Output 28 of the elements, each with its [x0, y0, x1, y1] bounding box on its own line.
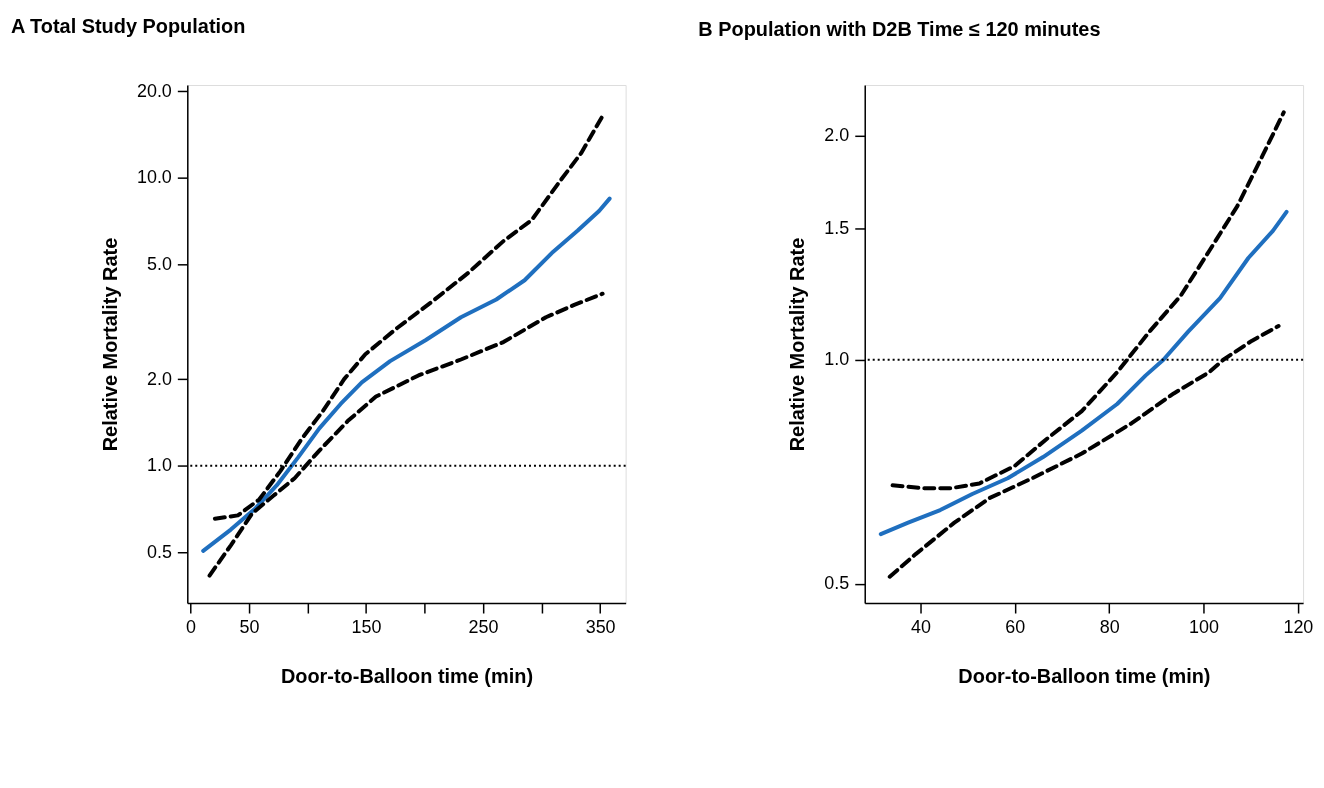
line-series — [878, 209, 1289, 537]
y-tick-label: 1.0 — [824, 349, 850, 370]
x-tick-label: 50 — [239, 617, 260, 638]
y-tick-label: 0.5 — [146, 542, 172, 563]
y-tick-label: 0.5 — [824, 573, 850, 594]
y-axis-title: Relative Mortality Rate — [99, 237, 122, 452]
y-tick-label: 2.0 — [824, 125, 850, 146]
x-tick-label: 80 — [1099, 617, 1120, 638]
x-axis-title: Door-to-Balloon time (min) — [958, 665, 1211, 688]
y-tick-label: 2.0 — [146, 368, 172, 389]
x-tick-label: 150 — [351, 617, 382, 638]
y-axis-title: Relative Mortality Rate — [786, 237, 809, 452]
x-tick-label: 0 — [185, 617, 196, 638]
y-tick-label: 1.0 — [146, 455, 172, 476]
x-tick-label: 40 — [910, 617, 931, 638]
y-tick-label: 1.5 — [824, 218, 850, 239]
chart-title: A Total Study Population — [10, 15, 246, 38]
chart-title: B Population with D2B Time ≤ 120 minutes — [698, 18, 1101, 41]
y-tick-label: 20.0 — [136, 80, 172, 101]
y-tick-label: 5.0 — [146, 254, 172, 274]
x-tick-label: 60 — [1005, 617, 1026, 638]
x-axis-title: Door-to-Balloon time (min) — [280, 665, 534, 688]
line-series — [201, 196, 612, 553]
y-tick-label: 10.0 — [136, 167, 172, 188]
x-tick-label: 250 — [468, 617, 499, 638]
x-tick-label: 100 — [1189, 617, 1219, 638]
x-tick-label: 350 — [585, 617, 616, 638]
x-tick-label: 120 — [1283, 617, 1314, 638]
